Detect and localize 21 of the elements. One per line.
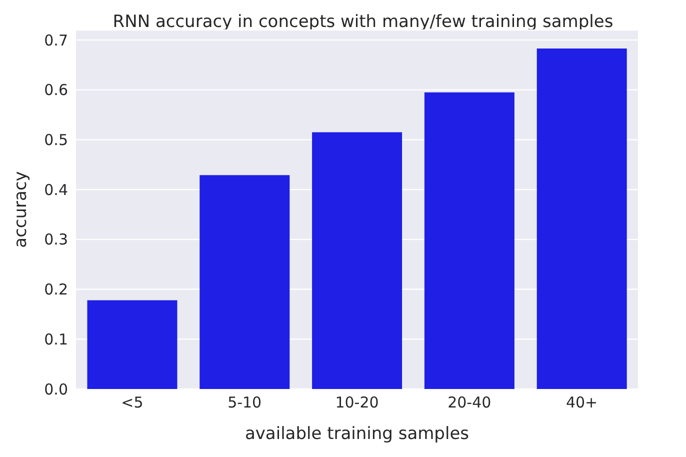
x-tick-label: 10-20 <box>335 394 379 412</box>
y-tick-label: 0.2 <box>44 280 68 299</box>
x-tick-label: 20-40 <box>448 394 492 412</box>
bar <box>200 175 290 389</box>
chart-title: RNN accuracy in concepts with many/few training samples <box>112 12 614 32</box>
bar <box>536 48 627 389</box>
y-axis-title: accuracy <box>11 171 32 248</box>
y-tick-label: 0.0 <box>44 380 68 398</box>
y-tick-label: 0.4 <box>44 180 68 199</box>
y-tick-label: 0.3 <box>44 230 68 249</box>
x-axis-title: available training samples <box>244 424 470 444</box>
x-tick-label: 40+ <box>566 394 598 412</box>
y-tick-label: 0.1 <box>44 330 68 348</box>
y-tick-label: 0.7 <box>44 31 68 50</box>
bar <box>424 92 514 389</box>
y-tick-label: 0.6 <box>44 81 68 100</box>
y-tick-label: 0.5 <box>44 131 68 150</box>
x-tick-label: 5-10 <box>228 394 262 412</box>
x-tick-label: <5 <box>121 394 144 412</box>
bar <box>312 132 402 389</box>
bar <box>87 300 178 389</box>
